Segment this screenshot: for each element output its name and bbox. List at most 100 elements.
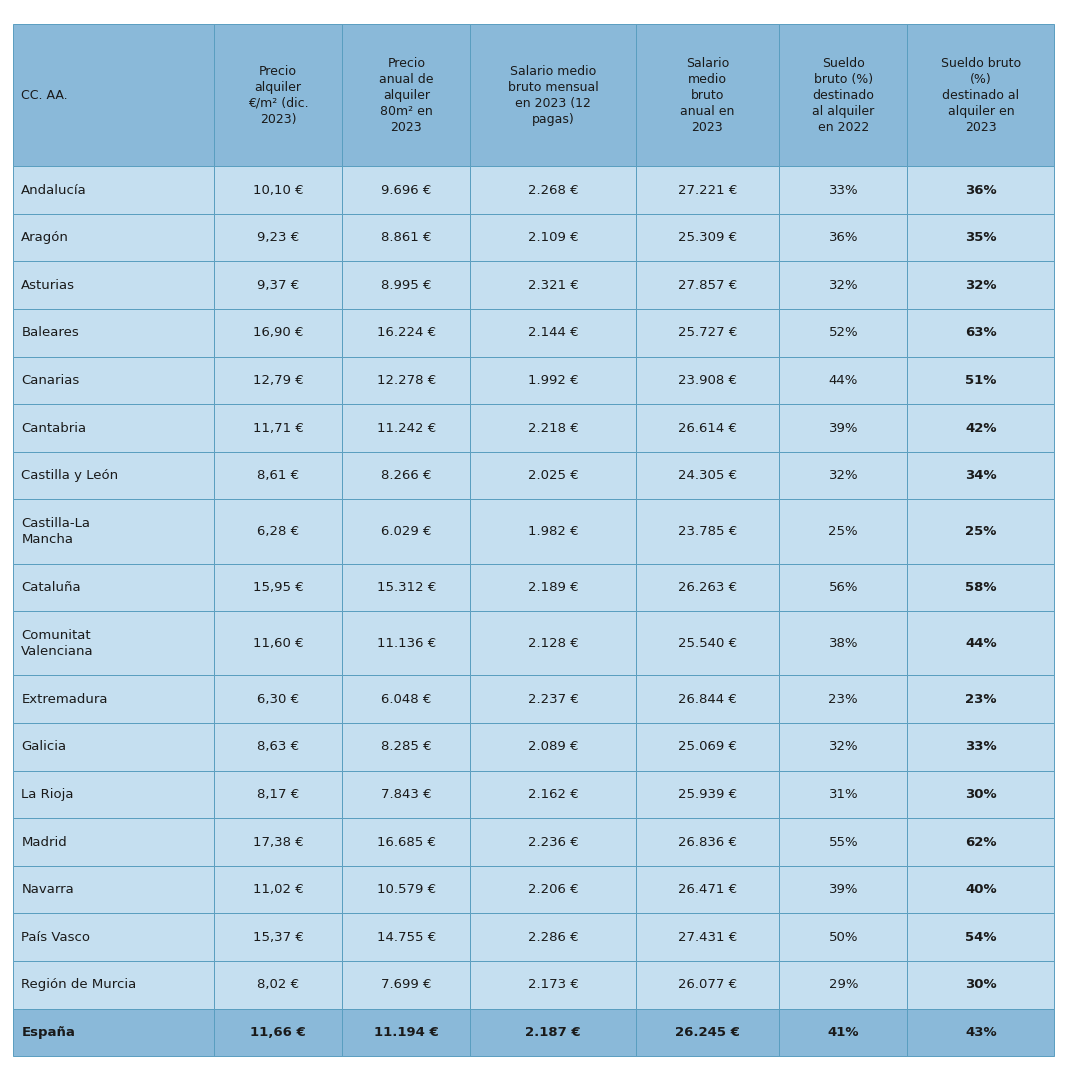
Bar bbox=[13, 166, 213, 214]
Bar bbox=[13, 866, 213, 914]
Text: 1.992 €: 1.992 € bbox=[528, 374, 578, 387]
Text: 2.144 €: 2.144 € bbox=[528, 326, 578, 339]
Bar bbox=[213, 819, 343, 866]
Bar bbox=[636, 564, 779, 611]
Bar bbox=[343, 675, 471, 724]
Text: 40%: 40% bbox=[965, 883, 997, 896]
Text: 6,28 €: 6,28 € bbox=[257, 525, 299, 538]
Text: 58%: 58% bbox=[965, 581, 997, 594]
Bar bbox=[779, 309, 907, 356]
Bar bbox=[907, 499, 1054, 564]
Bar bbox=[343, 819, 471, 866]
Text: 2.321 €: 2.321 € bbox=[527, 279, 578, 292]
Text: 27.221 €: 27.221 € bbox=[678, 184, 737, 197]
Text: 6.029 €: 6.029 € bbox=[381, 525, 431, 538]
Bar bbox=[13, 499, 213, 564]
Bar bbox=[907, 771, 1054, 819]
Bar bbox=[471, 1009, 636, 1056]
Bar bbox=[471, 261, 636, 309]
Bar bbox=[471, 724, 636, 771]
Bar bbox=[13, 261, 213, 309]
Bar bbox=[471, 564, 636, 611]
Text: 2.162 €: 2.162 € bbox=[528, 788, 578, 801]
Text: España: España bbox=[21, 1026, 75, 1039]
Text: 41%: 41% bbox=[828, 1026, 859, 1039]
Bar bbox=[213, 404, 343, 451]
Text: 50%: 50% bbox=[829, 931, 858, 944]
Bar bbox=[636, 309, 779, 356]
Text: 63%: 63% bbox=[965, 326, 997, 339]
Text: 16,90 €: 16,90 € bbox=[253, 326, 303, 339]
Text: 12.278 €: 12.278 € bbox=[377, 374, 436, 387]
Bar bbox=[213, 166, 343, 214]
Text: 8.285 €: 8.285 € bbox=[381, 741, 432, 754]
Text: 7.699 €: 7.699 € bbox=[381, 978, 431, 991]
Bar bbox=[213, 771, 343, 819]
Text: 27.431 €: 27.431 € bbox=[678, 931, 737, 944]
Bar bbox=[907, 24, 1054, 166]
Bar bbox=[13, 611, 213, 675]
Bar bbox=[636, 214, 779, 261]
Text: 32%: 32% bbox=[965, 279, 997, 292]
Text: Baleares: Baleares bbox=[21, 326, 79, 339]
Bar bbox=[779, 24, 907, 166]
Text: 15.312 €: 15.312 € bbox=[377, 581, 436, 594]
Text: 25.727 €: 25.727 € bbox=[678, 326, 737, 339]
Bar bbox=[471, 961, 636, 1009]
Bar bbox=[907, 1009, 1054, 1056]
Text: 8,02 €: 8,02 € bbox=[257, 978, 299, 991]
Bar bbox=[13, 819, 213, 866]
Bar bbox=[636, 451, 779, 499]
Text: 29%: 29% bbox=[829, 978, 858, 991]
Bar bbox=[779, 404, 907, 451]
Bar bbox=[471, 866, 636, 914]
Bar bbox=[471, 611, 636, 675]
Bar bbox=[636, 866, 779, 914]
Bar bbox=[636, 914, 779, 961]
Bar bbox=[343, 261, 471, 309]
Bar bbox=[13, 451, 213, 499]
Text: 11,66 €: 11,66 € bbox=[250, 1026, 306, 1039]
Text: Comunitat
Valenciana: Comunitat Valenciana bbox=[21, 629, 94, 658]
Bar bbox=[636, 771, 779, 819]
Text: 8.861 €: 8.861 € bbox=[381, 231, 431, 244]
Bar bbox=[471, 819, 636, 866]
Text: Región de Murcia: Región de Murcia bbox=[21, 978, 137, 991]
Bar bbox=[636, 611, 779, 675]
Bar bbox=[471, 309, 636, 356]
Bar bbox=[13, 564, 213, 611]
Text: 38%: 38% bbox=[829, 637, 858, 650]
Text: Galicia: Galicia bbox=[21, 741, 66, 754]
Text: 27.857 €: 27.857 € bbox=[678, 279, 737, 292]
Text: 8.995 €: 8.995 € bbox=[381, 279, 431, 292]
Bar bbox=[213, 564, 343, 611]
Bar bbox=[471, 404, 636, 451]
Bar bbox=[779, 261, 907, 309]
Bar bbox=[343, 451, 471, 499]
Bar bbox=[779, 961, 907, 1009]
Bar bbox=[779, 214, 907, 261]
Bar bbox=[636, 724, 779, 771]
Text: 26.077 €: 26.077 € bbox=[678, 978, 737, 991]
Bar bbox=[779, 675, 907, 724]
Bar bbox=[343, 771, 471, 819]
Text: 51%: 51% bbox=[966, 374, 997, 387]
Text: 8,63 €: 8,63 € bbox=[257, 741, 299, 754]
Text: 25.309 €: 25.309 € bbox=[678, 231, 737, 244]
Text: 26.471 €: 26.471 € bbox=[678, 883, 737, 896]
Bar bbox=[779, 771, 907, 819]
Bar bbox=[343, 611, 471, 675]
Bar bbox=[779, 356, 907, 404]
Bar bbox=[907, 309, 1054, 356]
Text: 11.242 €: 11.242 € bbox=[377, 421, 436, 434]
Bar bbox=[13, 24, 213, 166]
Text: 2.187 €: 2.187 € bbox=[525, 1026, 580, 1039]
Text: 44%: 44% bbox=[829, 374, 858, 387]
Bar bbox=[907, 214, 1054, 261]
Bar bbox=[907, 675, 1054, 724]
Text: 9,23 €: 9,23 € bbox=[257, 231, 299, 244]
Text: 31%: 31% bbox=[828, 788, 858, 801]
Text: 52%: 52% bbox=[828, 326, 858, 339]
Bar bbox=[471, 166, 636, 214]
Bar bbox=[779, 724, 907, 771]
